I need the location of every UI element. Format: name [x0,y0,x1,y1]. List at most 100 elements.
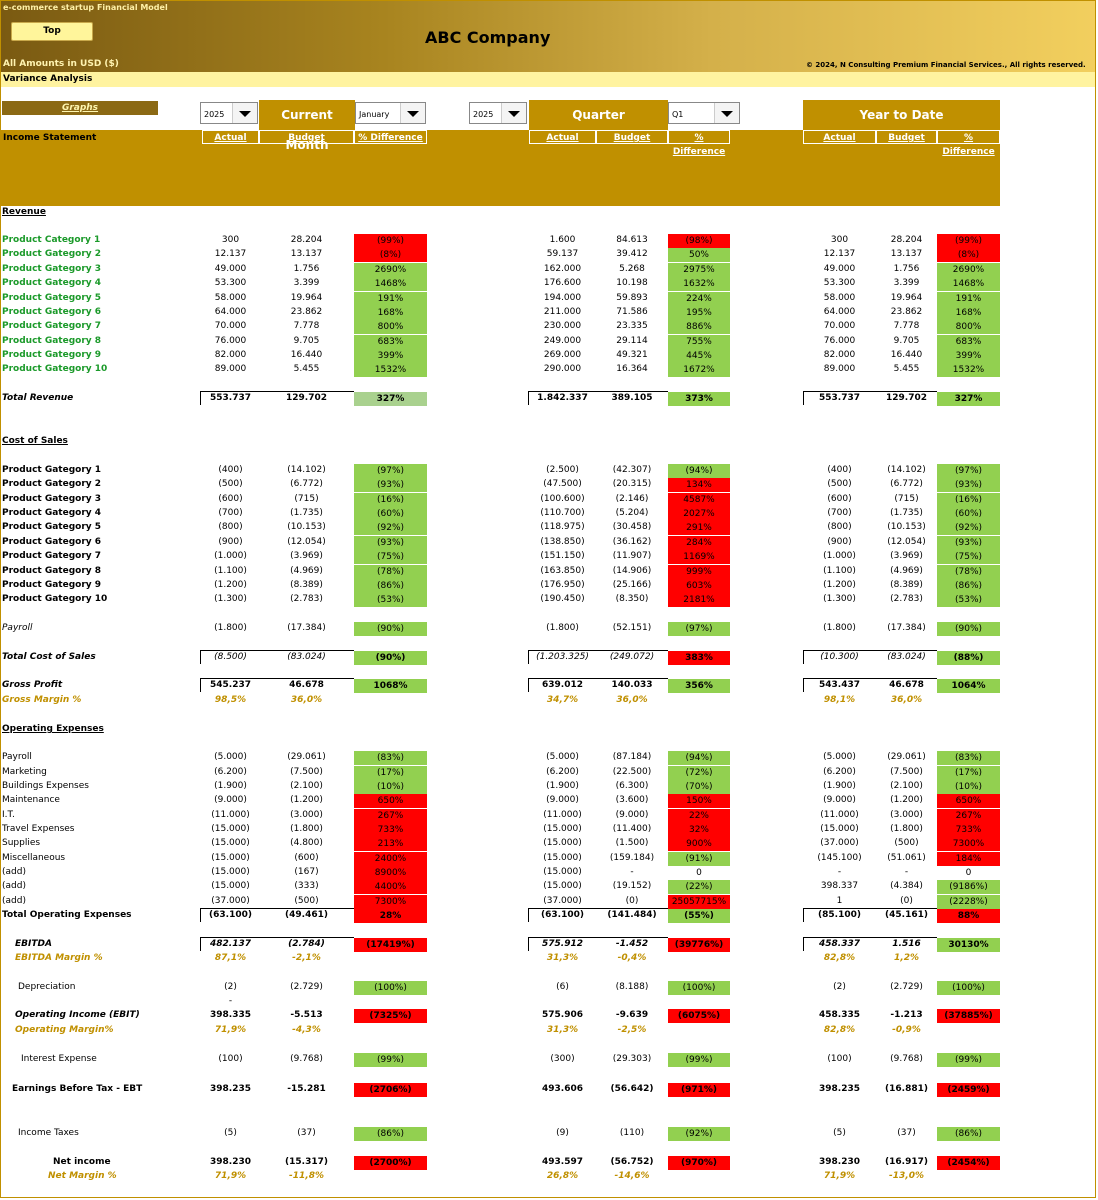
total-box [803,678,937,692]
difference-cell: (86%) [937,579,1000,593]
budget-cell: (4.969) [890,566,923,576]
difference-cell: (16%) [937,493,1000,507]
budget-cell: (56.642) [610,1084,654,1094]
difference-cell: (97%) [937,464,1000,478]
month-select[interactable]: January [355,102,426,124]
actual-cell: 12.137 [823,249,856,259]
actual-cell: 398.337 [820,881,859,891]
actual-cell: (11.000) [211,810,250,820]
actual-cell: 458.335 [819,1010,860,1020]
difference-cell: (8%) [937,248,1000,262]
budget-cell: (141.484) [607,910,657,920]
actual-cell: (15.000) [820,824,859,834]
total-box [200,908,354,922]
chevron-down-icon[interactable] [400,103,425,123]
budget-cell: (20.315) [612,479,652,489]
top-button[interactable]: Top [11,22,93,41]
actual-cell: 575.912 [542,939,583,949]
actual-cell: (800) [218,522,243,532]
row-label: Payroll [2,623,33,633]
chevron-down-icon[interactable] [232,103,257,123]
difference-cell: (94%) [668,751,730,765]
actual-cell: (900) [218,537,243,547]
ytd-title: Year to Date [803,100,1000,130]
budget-cell: (3.000) [890,810,923,820]
row-label: Marketing [2,767,47,777]
actual-cell: 31,3% [546,1025,579,1035]
actual-cell: 82.000 [823,350,856,360]
budget-cell: -0,4% [617,953,647,963]
budget-cell: 3.399 [893,278,920,288]
budget-cell: (4.384) [890,881,923,891]
actual-cell: (11.000) [543,810,582,820]
difference-cell: 50% [668,248,730,262]
row-label: Product Gategory 2 [2,249,102,259]
quarter-diff-header: % Difference [668,130,730,157]
difference-cell: (99%) [937,234,1000,248]
difference-cell: (86%) [937,1127,1000,1141]
difference-cell: (92%) [937,521,1000,535]
budget-cell: 19.964 [890,293,923,303]
company-name: ABC Company [425,28,551,47]
actual-cell: (85.100) [818,910,861,920]
quarter-year-select[interactable]: 2025 [469,102,527,124]
actual-cell: 71,9% [823,1171,856,1181]
actual-cell: (1.000) [214,551,247,561]
budget-cell: 5.455 [893,364,920,374]
quarter-actual-header: Actual [529,130,596,144]
actual-cell: (1.800) [546,623,579,633]
actual-cell: (15.000) [543,824,582,834]
budget-cell: (2.729) [890,982,923,992]
actual-cell: (15.000) [543,867,582,877]
actual-cell: 639.012 [542,680,583,690]
actual-cell: (15.000) [211,824,250,834]
budget-cell: 16.364 [616,364,648,374]
actual-cell: (600) [827,494,852,504]
actual-cell: 98,5% [214,695,247,705]
row-label: Product Gategory 9 [2,580,102,590]
difference-cell: (93%) [354,478,427,492]
budget-cell: (12.054) [887,537,926,547]
difference-cell: 886% [668,320,730,334]
actual-cell: (1.300) [823,594,856,604]
difference-cell: 650% [354,794,427,808]
budget-cell: 7.778 [293,321,320,331]
copyright-text: © 2024, N Consulting Premium Financial S… [806,61,1086,69]
budget-cell: (2.100) [890,781,923,791]
income-statement-title: Income Statement [3,133,97,143]
actual-cell: 89.000 [214,364,247,374]
actual-cell: (5) [224,1128,237,1138]
graphs-link[interactable]: Graphs [2,101,158,115]
chevron-down-icon[interactable] [501,103,526,123]
budget-cell: (51.061) [887,853,926,863]
actual-cell: 575.906 [542,1010,583,1020]
budget-cell: -14,6% [614,1171,650,1181]
row-label: Total Operating Expenses [2,910,132,920]
difference-cell: (99%) [354,1053,427,1067]
budget-cell: (14.102) [887,465,926,475]
month-year-select[interactable]: 2025 [200,102,258,124]
difference-cell: (10%) [354,780,427,794]
actual-cell: 162.000 [543,264,582,274]
actual-cell: 1.842.337 [537,393,588,403]
difference-cell: (72%) [668,766,730,780]
budget-cell: 3.399 [293,278,320,288]
actual-cell: 71,9% [214,1171,247,1181]
actual-cell: 64.000 [823,307,856,317]
chevron-down-icon[interactable] [714,103,739,123]
actual-cell: (15.000) [543,838,582,848]
budget-cell: (17.384) [887,623,926,633]
budget-cell: -9.639 [615,1010,649,1020]
budget-cell: (16.917) [885,1157,928,1167]
total-box [200,937,354,951]
quarter-year-value: 2025 [473,110,494,119]
actual-cell: 49.000 [823,264,856,274]
budget-cell: (37) [297,1128,316,1138]
actual-cell: (15.000) [211,881,250,891]
budget-cell: 129.702 [886,393,927,403]
actual-cell: (9.000) [546,795,579,805]
difference-cell: 4587% [668,493,730,507]
budget-cell: (8.389) [290,580,323,590]
difference-cell: (98%) [668,234,730,248]
quarter-select[interactable]: Q1 [668,102,740,124]
